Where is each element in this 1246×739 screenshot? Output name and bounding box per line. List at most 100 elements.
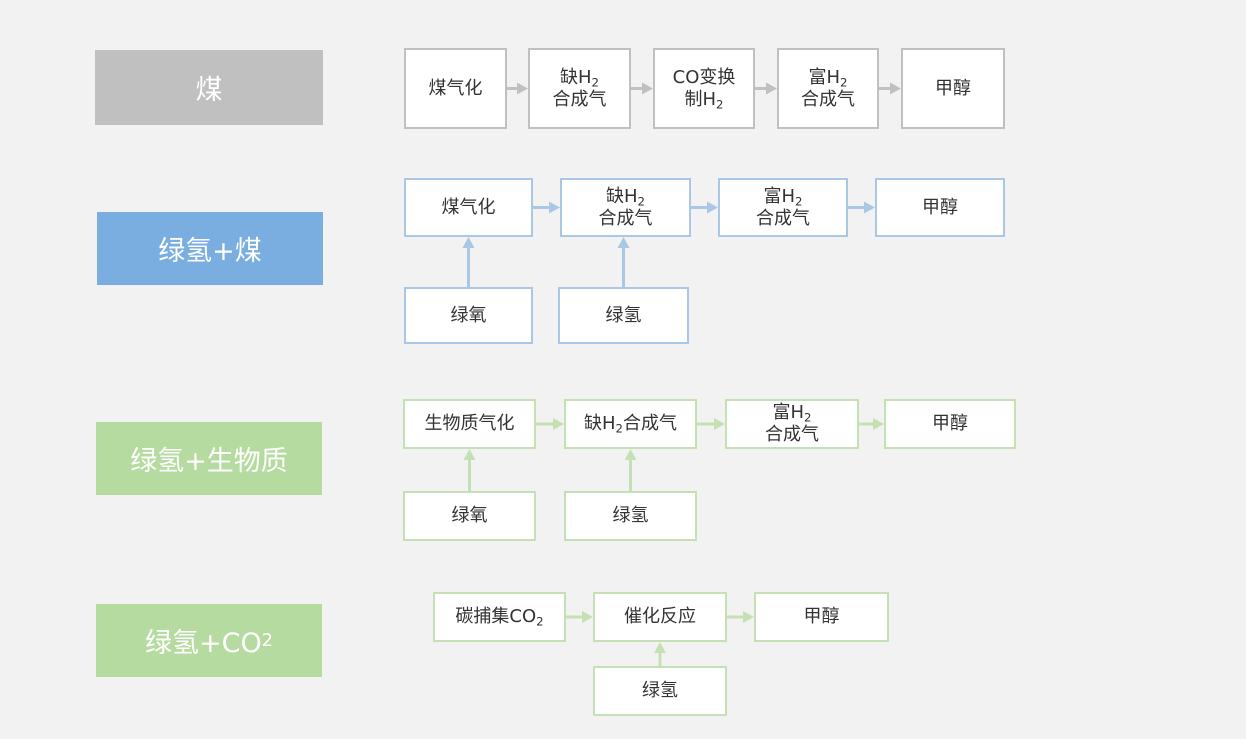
node-line: 甲醇: [935, 78, 971, 100]
arrow-head-icon: [617, 237, 630, 248]
subscript: 2: [795, 194, 803, 208]
process-node: 生物质气化: [403, 399, 536, 449]
text-segment: 合成气: [552, 88, 607, 110]
text-segment: 绿氢+生物质: [130, 446, 288, 477]
text-segment: CO变换: [672, 66, 736, 88]
arrow-head-icon: [624, 449, 637, 460]
process-node: 绿氧: [403, 491, 536, 541]
node-line: 富H2: [773, 402, 812, 424]
text-segment: 绿氢: [642, 680, 678, 701]
text-segment: 绿氢+煤: [158, 236, 262, 267]
node-line: 生物质气化: [425, 413, 515, 435]
process-node: 甲醇: [754, 592, 889, 642]
text-segment: 甲醇: [803, 606, 840, 627]
process-node: 富H2 合成气: [718, 178, 848, 237]
node-line: 合成气: [553, 89, 607, 111]
node-line: 甲醇: [932, 413, 968, 435]
text-segment: 生物质气化: [424, 413, 515, 434]
process-node: 催化反应: [593, 592, 727, 642]
text-segment: 绿氧: [451, 505, 488, 526]
arrow-head-icon: [642, 82, 653, 95]
text-segment: 绿氧: [450, 304, 487, 326]
arrow-head-icon: [743, 611, 754, 623]
arrow-head-icon: [654, 642, 666, 653]
node-line: 甲醇: [922, 197, 958, 219]
process-node: 绿氢: [564, 491, 697, 541]
text-segment: 合成气: [598, 207, 653, 229]
subscript: 2: [615, 421, 623, 436]
text-segment: 缺H: [560, 66, 592, 88]
node-line: 缺H2合成气: [584, 413, 677, 435]
pathway-label: 煤: [95, 50, 323, 125]
node-line: 合成气: [756, 208, 810, 230]
node-line: 缺H2: [606, 186, 645, 208]
text-segment: 缺H: [606, 185, 638, 207]
text-segment: 煤: [195, 75, 223, 106]
node-line: 煤气化: [442, 197, 496, 219]
process-node: 绿氢: [593, 666, 727, 716]
arrow-head-icon: [517, 82, 528, 95]
subscript: 2: [804, 410, 812, 425]
text-segment: 甲醇: [935, 77, 971, 99]
node-line: 甲醇: [804, 606, 840, 628]
process-node: 煤气化: [404, 48, 507, 129]
text-segment: 制H: [684, 88, 717, 110]
arrow-head-icon: [549, 201, 560, 214]
node-line: 合成气: [599, 208, 653, 230]
process-node: 碳捕集CO2: [433, 592, 566, 642]
text-segment: 绿氢+CO: [145, 628, 262, 659]
pathway-label: 绿氢+CO 2: [96, 604, 322, 677]
node-line: 制H2: [685, 89, 724, 111]
text-segment: 富H: [808, 66, 841, 88]
arrow-head-icon: [553, 418, 564, 430]
arrow-head-icon: [714, 418, 725, 430]
process-node: 甲醇: [884, 399, 1016, 449]
text-segment: 煤气化: [428, 77, 483, 99]
pathway-label: 绿氢+煤: [97, 212, 323, 285]
node-line: 合成气: [765, 424, 819, 446]
node-line: 煤气化: [429, 78, 483, 100]
text-segment: 合成气: [622, 413, 677, 434]
text-segment: 甲醇: [922, 196, 958, 218]
arrow-head-icon: [707, 201, 718, 214]
text-segment: 煤气化: [441, 196, 496, 218]
process-node: 甲醇: [901, 48, 1005, 129]
process-node: 富H2 合成气: [777, 48, 879, 129]
node-line: 富H2: [809, 67, 848, 89]
subscript: 2: [536, 614, 544, 629]
pathway-label: 绿氢+生物质: [96, 422, 322, 495]
node-line: 合成气: [801, 89, 855, 111]
text-segment: 合成气: [801, 88, 855, 110]
process-node: 缺H2合成气: [564, 399, 697, 449]
text-segment: 绿氢: [605, 304, 642, 326]
process-node: 煤气化: [404, 178, 533, 237]
subscript: 2: [840, 75, 848, 89]
node-line: CO变换: [673, 67, 736, 89]
text-segment: 富H: [772, 402, 805, 423]
subscript: 2: [637, 194, 645, 208]
node-line: 绿氢: [642, 680, 678, 702]
subscript: 2: [716, 97, 724, 111]
node-line: 绿氢: [606, 305, 642, 327]
text-segment: 富H: [763, 185, 796, 207]
node-line: 催化反应: [624, 606, 696, 628]
arrow-head-icon: [873, 418, 884, 430]
text-segment: 缺H: [584, 413, 616, 434]
process-node: 甲醇: [875, 178, 1005, 237]
arrow-head-icon: [463, 449, 476, 460]
node-line: 碳捕集CO2: [455, 606, 543, 628]
arrow-head-icon: [766, 82, 777, 95]
text-segment: 碳捕集CO: [455, 606, 537, 627]
process-node: 富H2 合成气: [725, 399, 859, 449]
process-node: CO变换 制H2: [653, 48, 755, 129]
text-segment: 绿氢: [612, 505, 649, 526]
node-line: 富H2: [764, 186, 803, 208]
arrow-head-icon: [864, 201, 875, 214]
text-segment: 催化反应: [624, 606, 696, 627]
node-line: 绿氢: [613, 505, 649, 527]
arrow-head-icon: [890, 82, 901, 95]
node-line: 缺H2: [560, 67, 599, 89]
